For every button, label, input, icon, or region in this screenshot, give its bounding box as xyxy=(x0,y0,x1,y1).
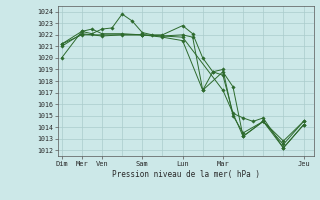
X-axis label: Pression niveau de la mer( hPa ): Pression niveau de la mer( hPa ) xyxy=(112,170,260,179)
